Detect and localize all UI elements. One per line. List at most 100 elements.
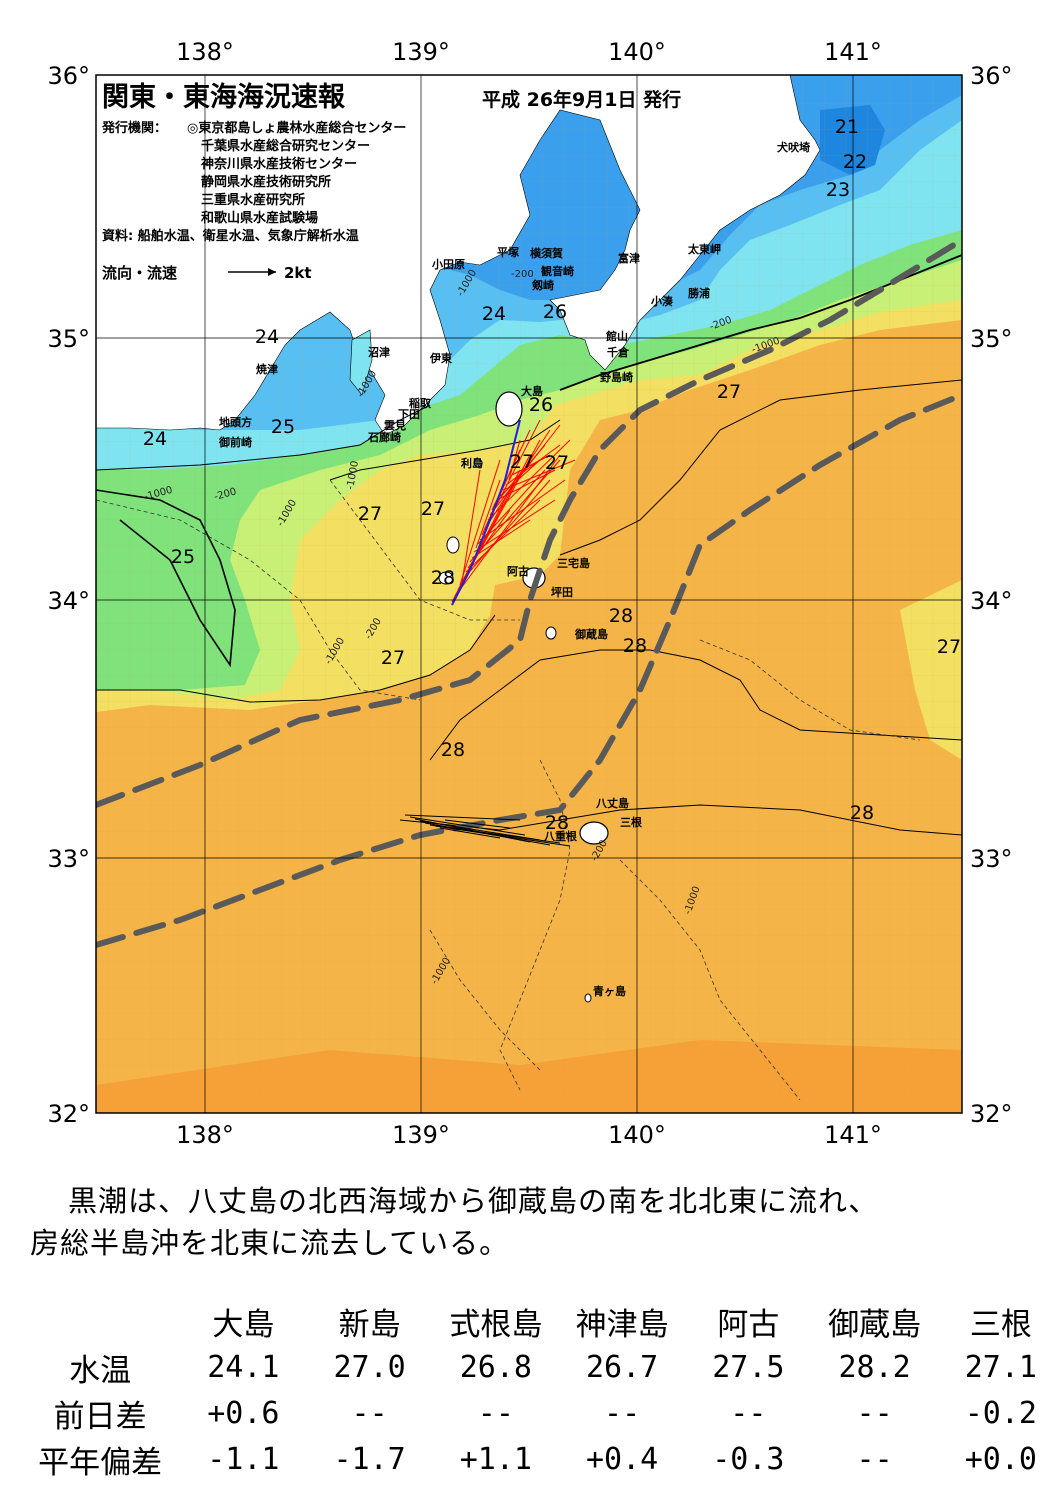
place-label: 御前崎 — [218, 435, 252, 449]
table-cell: -1.1 — [207, 1441, 280, 1477]
temp-label: 28 — [623, 635, 647, 657]
table-cell: 27.5 — [712, 1349, 785, 1385]
place-label: 野島崎 — [600, 370, 633, 384]
temp-label: 25 — [271, 416, 295, 438]
temp-label: 27 — [717, 381, 741, 403]
place-label: 剱崎 — [531, 278, 554, 292]
lat-lon-grid — [96, 75, 962, 1113]
temp-label: 27 — [381, 647, 405, 669]
station-header: 大島 — [212, 1306, 275, 1343]
table-cell: 26.8 — [459, 1349, 532, 1385]
temp-label: 27 — [937, 636, 961, 658]
issuers-label: 発行機関： — [101, 120, 167, 136]
lat-axis-left: 36° 35° 34° 33° 32° — [47, 62, 90, 1128]
temp-label: 28 — [441, 739, 465, 761]
lon-axis-top: 138° 139° 140° 141° — [176, 38, 882, 66]
table-cell: -1.7 — [333, 1441, 406, 1477]
temp-label: 27 — [510, 451, 534, 473]
lat-label-33-right: 33° — [970, 845, 1013, 873]
place-label: 稲取 — [409, 396, 431, 410]
issuer-5: 三重県水産研究所 — [201, 192, 305, 208]
table-cell: +1.1 — [459, 1441, 532, 1477]
station-header: 神津島 — [575, 1306, 669, 1343]
table-row: 平年偏差 -1.1 -1.7 +1.1 +0.4 -0.3 -- +0.0 — [20, 1436, 1064, 1482]
table-cell: -- — [351, 1395, 388, 1431]
lat-label-36-left: 36° — [47, 62, 90, 90]
lat-axis-right: 36° 35° 34° 33° 32° — [970, 62, 1013, 1128]
issuer-6: 和歌山県水産試験場 — [201, 210, 318, 226]
lat-label-35-left: 35° — [47, 325, 90, 353]
lon-label-139-bottom: 139° — [392, 1121, 450, 1149]
current-vectors-blue — [451, 419, 521, 606]
temp-label: 24 — [143, 428, 167, 450]
temp-label: 27 — [358, 503, 382, 525]
place-label: 小湊 — [650, 294, 673, 308]
place-label: 大島 — [521, 384, 543, 398]
lon-label-141-top: 141° — [824, 38, 882, 66]
row-label: 平年偏差 — [38, 1444, 163, 1481]
temp-label: 26 — [529, 394, 553, 416]
place-labels: 犬吠埼 太東岬 勝浦 小湊 富津 横須賀 観音崎 剱崎 平塚 小田原 館山 千倉… — [218, 140, 810, 998]
station-header: 式根島 — [449, 1306, 543, 1343]
flow-scale-label: 2kt — [284, 264, 312, 282]
sources-note: 資料: 船舶水温、衛星水温、気象庁解析水温 — [102, 228, 359, 244]
place-label: 富津 — [618, 251, 640, 265]
temp-label: 28 — [545, 812, 569, 834]
table-cell: -- — [856, 1395, 893, 1431]
station-header: 御蔵島 — [828, 1306, 922, 1343]
temp-label: 25 — [171, 546, 195, 568]
place-label: 沼津 — [368, 345, 390, 359]
place-label: 犬吠埼 — [777, 140, 810, 154]
table-cell: -- — [730, 1395, 767, 1431]
place-label: 平塚 — [497, 245, 519, 259]
issuers-block: 発行機関： ◎東京都島しょ農林水産総合センター 千葉県水産総合研究センター 神奈… — [101, 120, 406, 244]
island-kozushima — [438, 571, 454, 585]
sea-surface-temperature-map: 138° 139° 140° 141° 138° 139° 140° 141° … — [47, 38, 1013, 1149]
flow-legend-arrowhead — [268, 268, 276, 276]
island-oshima — [495, 391, 523, 427]
station-header: 三根 — [969, 1306, 1032, 1343]
table-cell: 27.0 — [333, 1349, 406, 1385]
kuroshio-summary: 黒潮は、八丈島の北西海域から御蔵島の南を北北東に流れ、 房総半島沖を北東に流去し… — [30, 1180, 1040, 1264]
temp-label: 24 — [255, 326, 279, 348]
lat-label-35-right: 35° — [970, 325, 1013, 353]
issuer-2: 千葉県水産総合研究センター — [201, 138, 370, 154]
temp-label: 23 — [826, 179, 850, 201]
place-label: 観音崎 — [541, 264, 574, 278]
issue-date: 平成 26年9月1日 発行 — [482, 88, 681, 111]
table-header-row: 大島 新島 式根島 神津島 阿古 御蔵島 三根 — [20, 1298, 1064, 1344]
place-label: 八丈島 — [595, 796, 629, 810]
temp-label: 22 — [843, 151, 867, 173]
lon-axis-bottom: 138° 139° 140° 141° — [176, 1121, 882, 1149]
place-label: 太東岬 — [687, 242, 721, 256]
place-label: 利島 — [461, 456, 483, 470]
temp-label: 24 — [482, 303, 506, 325]
table-cell: -0.2 — [964, 1395, 1037, 1431]
place-label: 八重根 — [543, 829, 578, 843]
place-label: 青ヶ島 — [593, 984, 626, 998]
lat-label-34-left: 34° — [47, 587, 90, 615]
issuer-1: ◎東京都島しょ農林水産総合センター — [187, 120, 406, 136]
lat-label-32-left: 32° — [47, 1100, 90, 1128]
place-label: 三根 — [620, 815, 643, 829]
lon-label-138-top: 138° — [176, 38, 234, 66]
issuer-4: 静岡県水産技術研究所 — [201, 174, 331, 190]
kuroshio-path — [96, 237, 962, 948]
land-honshu — [96, 75, 821, 436]
table-corner — [20, 1298, 180, 1344]
island-mikurajima — [545, 626, 557, 640]
map-frame — [95, 74, 963, 1114]
place-label: 下田 — [398, 408, 420, 421]
place-label: 雲見 — [384, 419, 406, 432]
table-cell: +0.0 — [964, 1441, 1037, 1477]
place-label: 勝浦 — [688, 286, 710, 300]
temp-label: 26 — [543, 301, 567, 323]
temp-label: 27 — [421, 498, 445, 520]
isotherm-lines — [96, 254, 962, 836]
place-label: 小田原 — [431, 257, 465, 271]
place-label: 坪田 — [551, 586, 573, 599]
island-hachijojima — [579, 821, 609, 845]
table-cell: +0.6 — [207, 1395, 280, 1431]
place-label: 伊東 — [429, 351, 453, 365]
place-label: 三宅島 — [557, 556, 590, 570]
